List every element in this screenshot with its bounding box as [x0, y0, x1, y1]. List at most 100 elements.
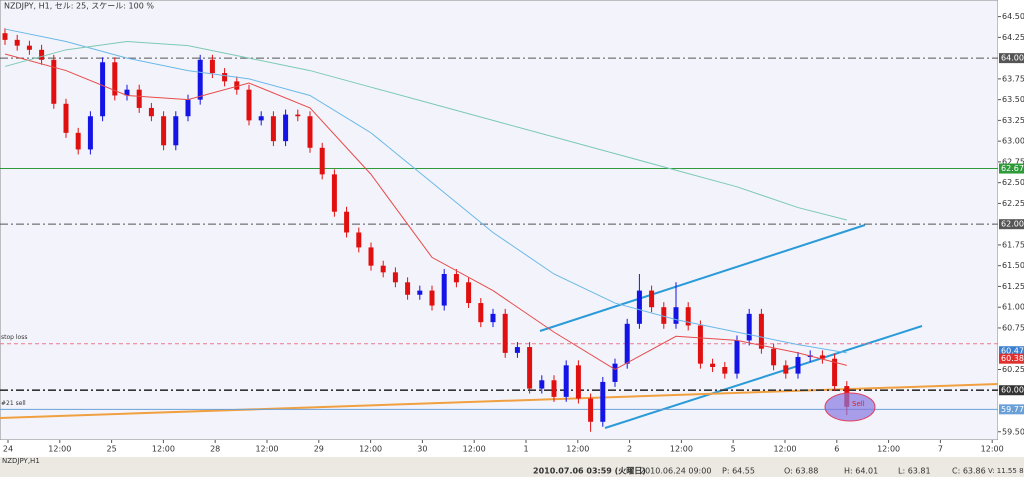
candle-body [636, 290, 642, 324]
candle-body [453, 273, 459, 283]
status-item: V: 11.55 8 [988, 467, 1024, 475]
candle-body [148, 107, 154, 117]
candle-body [795, 357, 801, 374]
candle-body [710, 363, 716, 367]
x-tick-label: 12:00 [670, 445, 693, 454]
y-tick-label: 63.25 [1002, 116, 1024, 125]
candle-body [405, 282, 411, 295]
candle-body [185, 99, 191, 117]
moving-average [4, 41, 847, 221]
y-tick-label: 63.50 [1002, 95, 1024, 104]
candle-body [624, 323, 630, 364]
x-tick-label: 2 [627, 445, 632, 454]
level-label-box [999, 53, 1024, 64]
candle-body [819, 355, 825, 359]
y-tick-label: 63.75 [1002, 74, 1024, 83]
y-tick-label: 62.75 [1002, 157, 1024, 166]
level-label: 62.67 [1001, 164, 1024, 173]
level-label: 60.00 [1001, 386, 1024, 395]
candle-body [832, 358, 838, 387]
x-tick-label: 12:00 [255, 445, 278, 454]
candle-body [100, 62, 106, 117]
level-label-box [999, 219, 1024, 230]
candle-body [649, 290, 655, 308]
x-tick-label: 6 [834, 445, 839, 454]
candle-body [417, 290, 423, 295]
y-tick-label: 62.50 [1002, 178, 1024, 187]
x-tick-label: 12:00 [48, 445, 71, 454]
status-item: 2010.07.06 03:59 (火曜日) [533, 466, 646, 476]
candle-body [161, 116, 167, 146]
symbol-tab: NZDJPY,H1 [2, 457, 40, 465]
candle-body [51, 59, 57, 104]
status-item: L: 63.81 [898, 467, 931, 476]
candle-body [75, 132, 81, 150]
x-tick-label: 12:00 [566, 445, 589, 454]
candle-body [173, 116, 179, 146]
x-tick-label: 1 [523, 445, 528, 454]
candle-body [783, 365, 789, 374]
level-label-box [999, 346, 1024, 357]
candle-body [344, 211, 350, 233]
status-item: H: 64.01 [844, 467, 878, 476]
candle-body [136, 89, 142, 108]
level-label: 60.38 [1001, 354, 1024, 363]
candle-body [331, 174, 337, 212]
sell-label: Sell [852, 400, 865, 408]
candle-body [124, 89, 130, 96]
y-tick-label: 60.25 [1002, 365, 1024, 374]
candle-body [270, 116, 276, 142]
y-tick-label: 61.75 [1002, 240, 1024, 249]
candle-body [441, 273, 447, 306]
candle-body [746, 313, 752, 341]
level-label: 64.00 [1001, 54, 1024, 63]
status-item: O: 63.88 [784, 467, 818, 476]
y-tick-label: 64.50 [1002, 12, 1024, 21]
x-tick-label: 12:00 [981, 445, 1004, 454]
candle-body [87, 116, 93, 150]
x-tick-label: 12:00 [463, 445, 486, 454]
moving-average [4, 53, 847, 371]
candle-body [2, 33, 8, 40]
candle-body [380, 265, 386, 273]
candle-body [490, 313, 496, 323]
candle-body [14, 39, 20, 46]
candle-body [209, 59, 215, 74]
status-item: 2010.06.24 09:00 [640, 467, 711, 476]
y-tick-label: 64.25 [1002, 33, 1024, 42]
status-item: P: 64.55 [722, 467, 755, 476]
candle-body [392, 272, 398, 283]
x-tick-label: 24 [3, 445, 13, 454]
candle-body [539, 380, 545, 389]
candle-body [551, 380, 557, 397]
trendline [604, 325, 923, 429]
x-tick-label: 12:00 [773, 445, 796, 454]
candle-body [307, 116, 313, 148]
candle-body [368, 247, 374, 266]
status-bar [0, 457, 1024, 477]
x-tick-label: 29 [314, 445, 324, 454]
candle-body [234, 81, 240, 90]
level-label: 60.47 [1001, 347, 1024, 356]
chart-title: NZDJPY, H1, セル: 25, スケール: 100 % [4, 2, 154, 11]
candle-body [63, 103, 69, 133]
trendline [539, 224, 866, 332]
sell-marker [824, 392, 876, 422]
y-tick-label: 62.25 [1002, 199, 1024, 208]
candle-body [246, 89, 252, 121]
candle-body [112, 62, 118, 96]
candle-body [771, 348, 777, 366]
candle-body [466, 282, 472, 304]
x-tick-label: 12:00 [877, 445, 900, 454]
plot-area [0, 0, 999, 441]
x-tick-label: 28 [210, 445, 220, 454]
y-tick-label: 61.50 [1002, 261, 1024, 270]
x-tick-label: 25 [107, 445, 117, 454]
candle-body [283, 114, 289, 142]
level-text: stop loss [1, 334, 27, 341]
time-axis [0, 440, 1024, 457]
level-label: 59.77 [1001, 405, 1024, 414]
x-tick-label: 30 [417, 445, 427, 454]
x-tick-label: 12:00 [152, 445, 175, 454]
